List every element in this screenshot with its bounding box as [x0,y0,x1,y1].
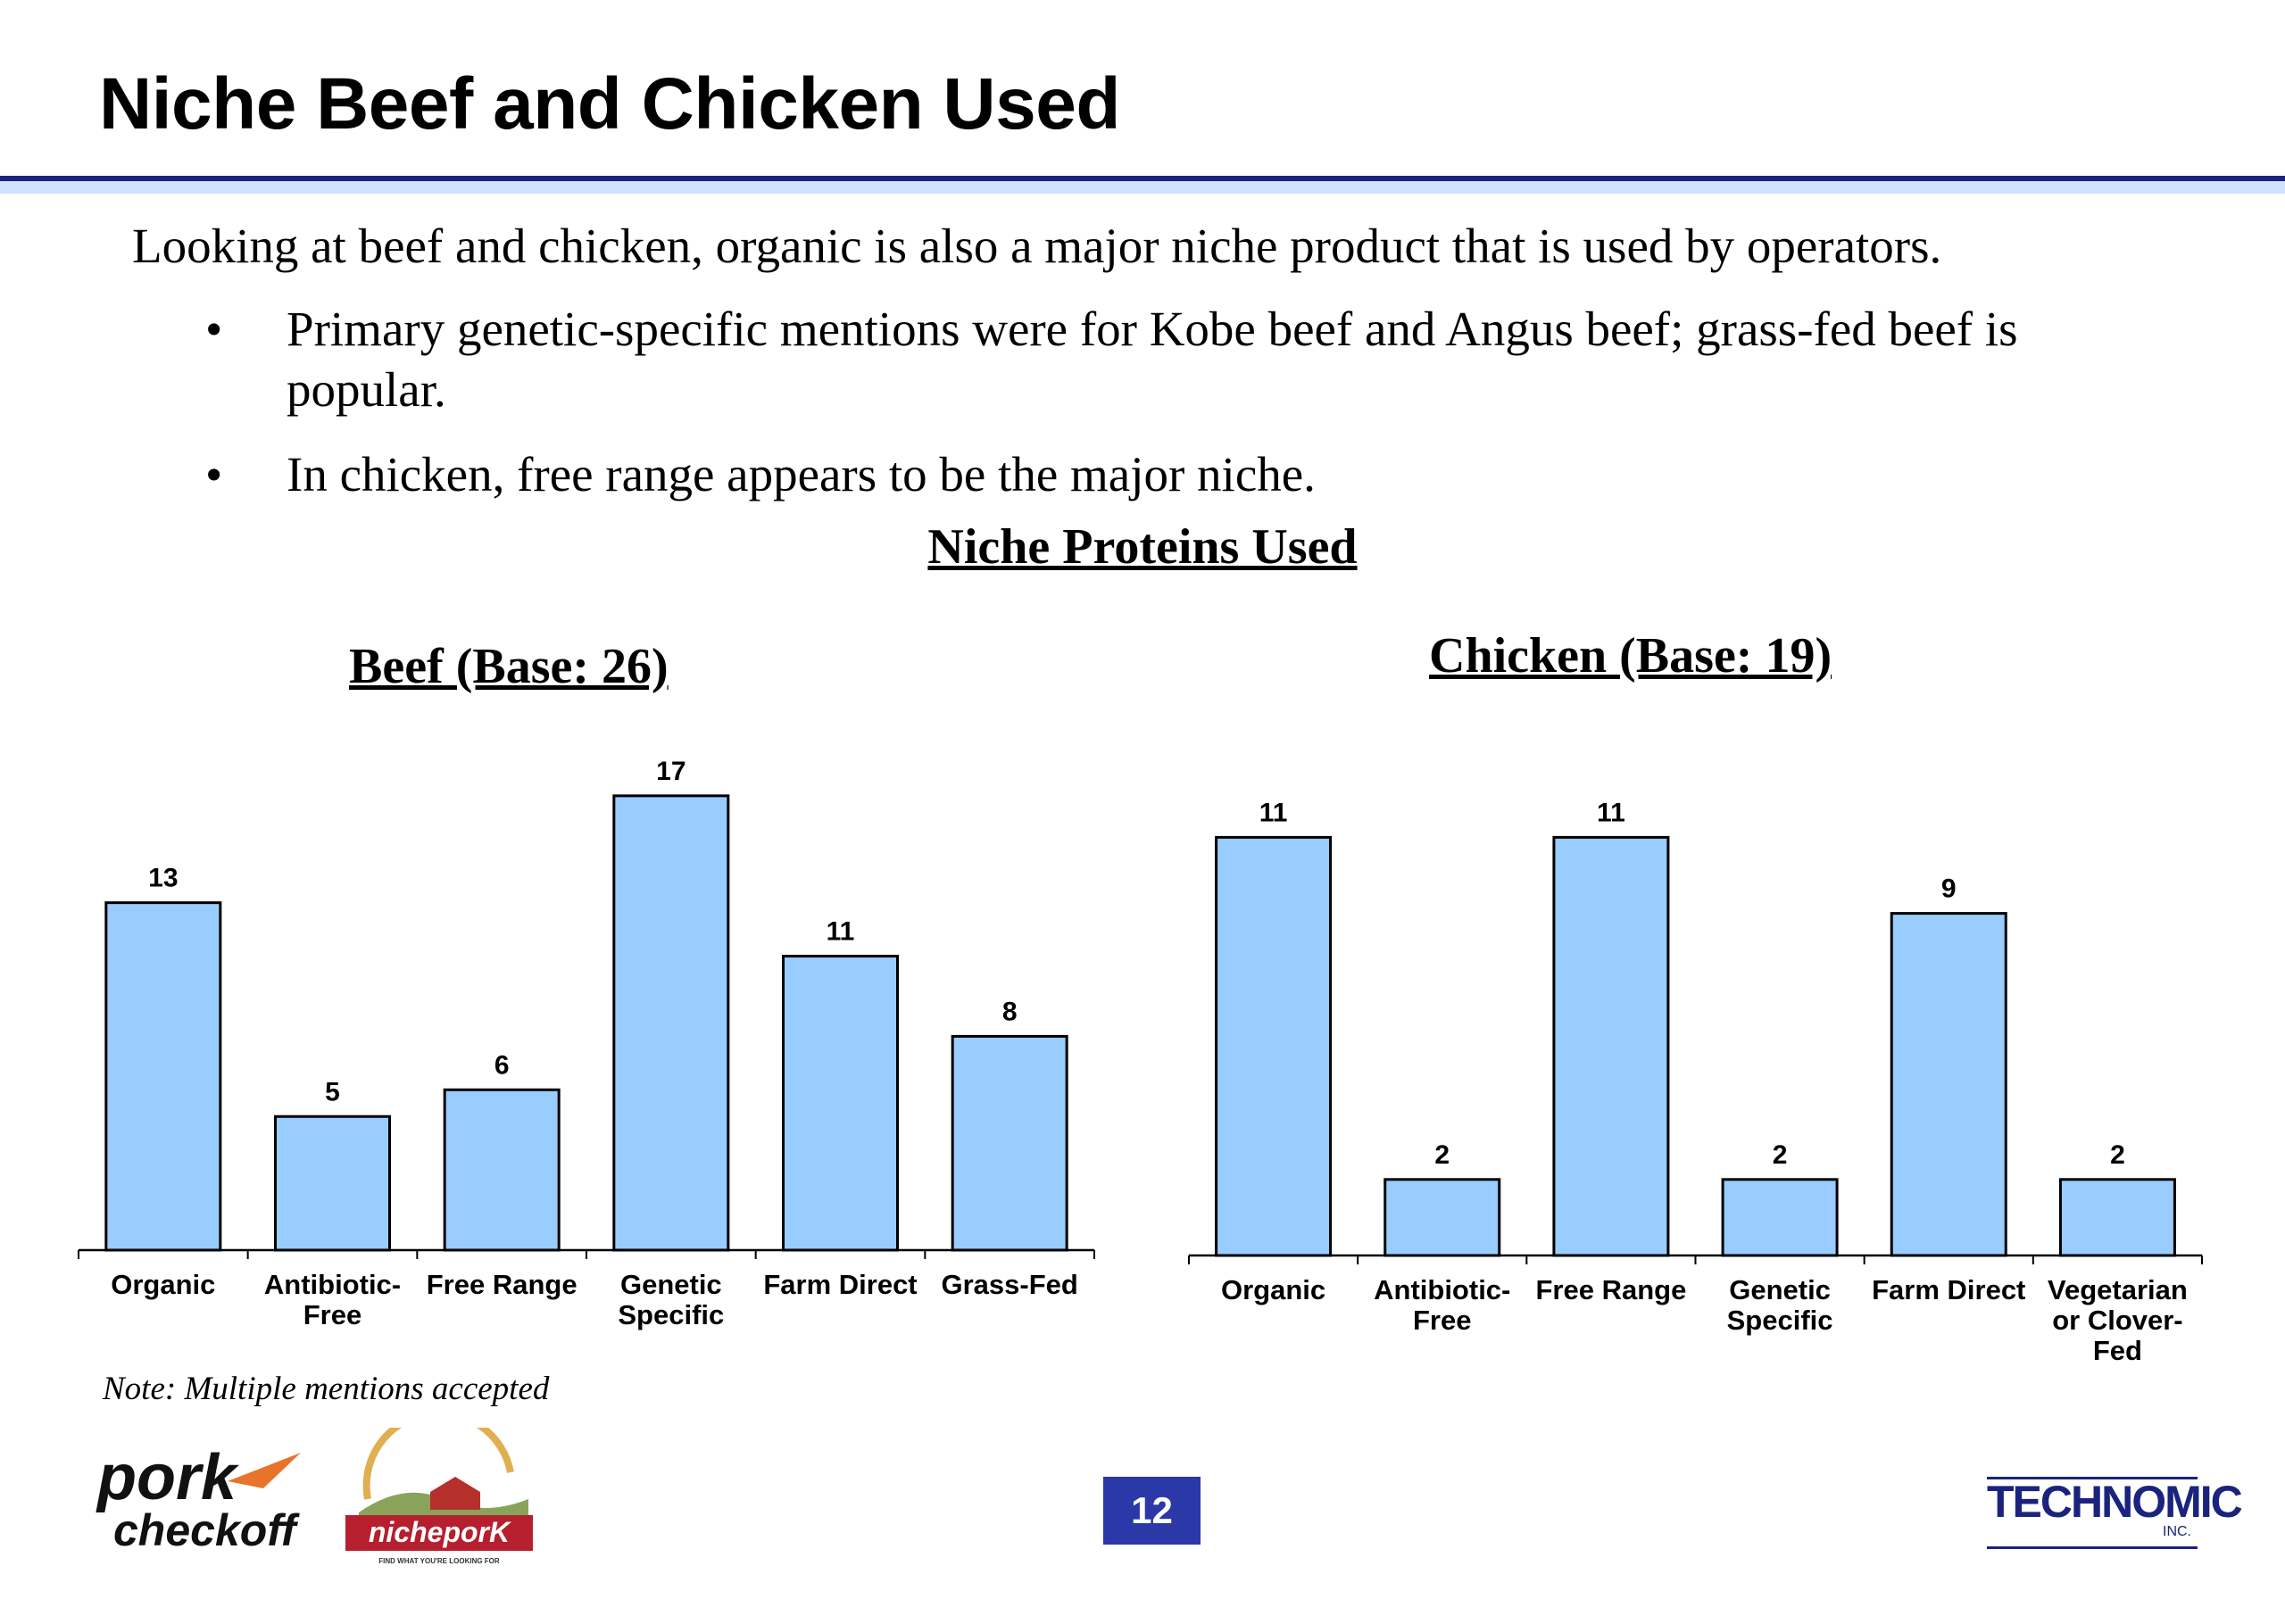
bullet-list: • Primary genetic-specific mentions were … [205,299,2124,529]
technomic-logo [1987,1477,2198,1549]
chicken-bar-chart: 11 Organic 2 Antibiotic-Free 11 Free Range 2 Ge… [1188,798,2203,1366]
beef-data-label: 17 [656,757,686,786]
chicken-bar-vegetarian-or-clover-fed [2058,1178,2176,1257]
logo-nichepork-text: nicheporK [369,1516,512,1548]
chicken-data-label: 2 [2110,1140,2125,1170]
technomic-logo-text: TECHNOMIC [1987,1477,2243,1527]
beef-bar-free-range [443,1088,561,1252]
logo-pork-text: pork [96,1446,240,1513]
chicken-bar-genetic-specific [1721,1178,1839,1257]
bullet-marker: • [205,302,223,356]
chicken-bar-farm-direct [1890,912,2007,1257]
bar-charts: 13 Organic 5 Antibiotic-Free 6 Free Range 17 Ge… [78,757,2203,1366]
beef-chart-title: Beef (Base: 26) [349,639,669,694]
chicken-bar-organic [1215,835,1333,1257]
chicken-chart-title: Chicken (Base: 19) [1429,628,1832,684]
bullet-item: • In chicken, free range appears to be th… [205,444,2124,505]
chicken-category-label: Farm Direct [1872,1274,2025,1305]
logo-checkoff-text: checkoff [113,1505,300,1553]
title-rule-shadow [0,181,2285,194]
chicken-category-label: Genetic Specific [1727,1274,1833,1336]
chicken-bar-antibiotic-free [1383,1178,1501,1257]
pork-checkoff-logo: pork checkoff [96,1446,301,1553]
beef-data-label: 8 [1002,997,1018,1026]
beef-category-label: Farm Direct [763,1269,917,1300]
chicken-category-label: Vegetarian or Clover-Fed [2048,1274,2188,1366]
logo-tagline: FIND WHAT YOU'RE LOOKING FOR [378,1557,500,1565]
beef-bar-antibiotic-free [274,1114,391,1252]
beef-data-label: 11 [827,917,855,947]
logo-barn [430,1477,480,1510]
intro-text: Looking at beef and chicken, organic is … [132,219,1942,273]
beef-data-label: 6 [494,1050,510,1080]
chicken-bar-free-range [1552,835,1670,1257]
beef-bar-grass-fed [951,1034,1068,1252]
beef-data-label: 5 [325,1077,340,1106]
beef-category-label: Free Range [427,1269,577,1300]
beef-bar-organic [104,901,222,1252]
bullet-text: Primary genetic-specific mentions were f… [287,302,2018,417]
beef-category-label: Grass-Fed [941,1269,1077,1300]
bullet-marker: • [205,447,223,501]
chart-note: Note: Multiple mentions accepted [103,1371,550,1407]
technomic-logo-suffix: INC. [2163,1524,2191,1539]
chicken-data-label: 11 [1259,798,1288,827]
chart-heading: Niche Proteins Used [927,519,1358,575]
bullet-text: In chicken, free range appears to be the… [287,447,1316,501]
page-number: 12 [1103,1477,1201,1545]
chicken-category-label: Organic [1221,1274,1325,1305]
beef-category-label: Antibiotic-Free [264,1269,401,1330]
beef-bar-genetic-specific [612,794,730,1252]
beef-bar-chart: 13 Organic 5 Antibiotic-Free 6 Free Range 17 Ge… [78,757,1095,1330]
chicken-data-label: 2 [1434,1140,1450,1170]
chicken-category-label: Antibiotic-Free [1374,1274,1510,1336]
chicken-data-label: 2 [1773,1140,1788,1170]
title-rule [0,176,2285,181]
beef-category-label: Genetic Specific [618,1269,724,1330]
chicken-data-label: 9 [1941,874,1957,904]
logo-sun-arc [362,1428,514,1500]
slide-title: Niche Beef and Chicken Used [99,63,1120,145]
beef-category-label: Organic [111,1269,215,1300]
nichepork-logo: nicheporK FIND WHAT YOU'RE LOOKING FOR [345,1428,533,1565]
chicken-category-label: Free Range [1535,1274,1686,1305]
logo-banner [345,1515,533,1551]
logo-swoosh [228,1453,301,1488]
chicken-data-label: 11 [1597,798,1625,827]
beef-bar-farm-direct [782,955,899,1252]
beef-data-label: 13 [148,864,178,893]
bullet-item: • Primary genetic-specific mentions were … [205,299,2124,420]
